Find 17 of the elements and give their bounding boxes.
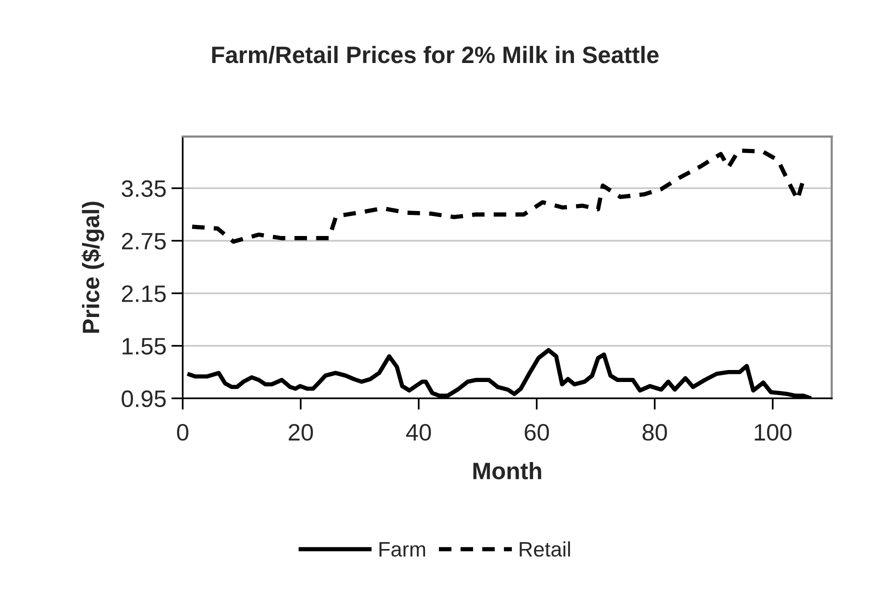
line-series: [190, 148, 806, 244]
x-tick-label: 40: [406, 424, 431, 441]
y-tick-label: 2.15: [122, 285, 166, 302]
y-tick-label: 3.35: [122, 180, 166, 198]
x-tick-label: 60: [524, 424, 549, 441]
chart-title: Farm/Retail Prices for 2% Milk in Seattle: [212, 46, 659, 64]
x-tick-label: 0: [177, 424, 188, 441]
x-axis-title: Month: [473, 462, 542, 480]
y-tick-label: 2.75: [122, 232, 166, 250]
x-tick-label: 100: [754, 424, 792, 441]
legend-label: Farm: [380, 542, 426, 557]
y-tick-label: 0.95: [122, 390, 166, 408]
y-axis-title: Price ($/gal): [82, 202, 104, 333]
x-tick-label: 80: [642, 424, 667, 441]
x-tick-label: 20: [288, 424, 313, 441]
legend-label: Retail: [520, 541, 570, 557]
y-tick-label: 1.55: [122, 338, 166, 355]
